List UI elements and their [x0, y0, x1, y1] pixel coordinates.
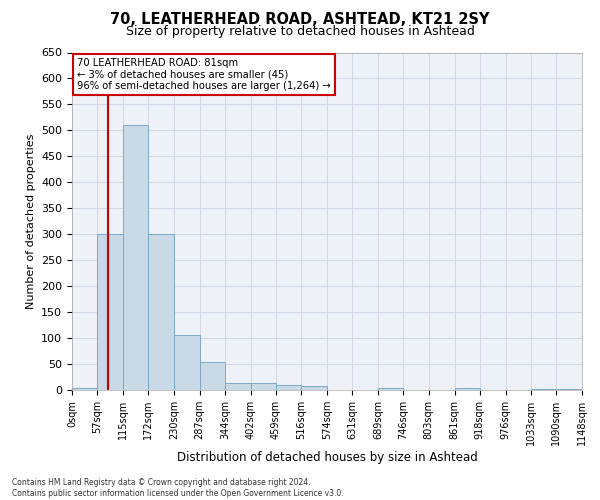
Bar [556, 389, 582, 390]
Bar [301, 386, 327, 390]
Bar [276, 385, 301, 390]
Bar [97, 234, 123, 390]
Text: 70 LEATHERHEAD ROAD: 81sqm
← 3% of detached houses are smaller (45)
96% of semi-: 70 LEATHERHEAD ROAD: 81sqm ← 3% of detac… [77, 58, 331, 91]
Bar [455, 388, 480, 390]
Bar [199, 362, 225, 390]
Bar [123, 125, 148, 390]
Bar [72, 388, 97, 390]
X-axis label: Distribution of detached houses by size in Ashtead: Distribution of detached houses by size … [176, 450, 478, 464]
Y-axis label: Number of detached properties: Number of detached properties [26, 134, 35, 309]
Text: 70, LEATHERHEAD ROAD, ASHTEAD, KT21 2SY: 70, LEATHERHEAD ROAD, ASHTEAD, KT21 2SY [110, 12, 490, 28]
Bar [148, 234, 174, 390]
Bar [531, 389, 556, 390]
Bar [174, 336, 199, 390]
Bar [225, 383, 251, 390]
Text: Size of property relative to detached houses in Ashtead: Size of property relative to detached ho… [125, 25, 475, 38]
Text: Contains HM Land Registry data © Crown copyright and database right 2024.
Contai: Contains HM Land Registry data © Crown c… [12, 478, 344, 498]
Bar [251, 383, 276, 390]
Bar [378, 388, 403, 390]
